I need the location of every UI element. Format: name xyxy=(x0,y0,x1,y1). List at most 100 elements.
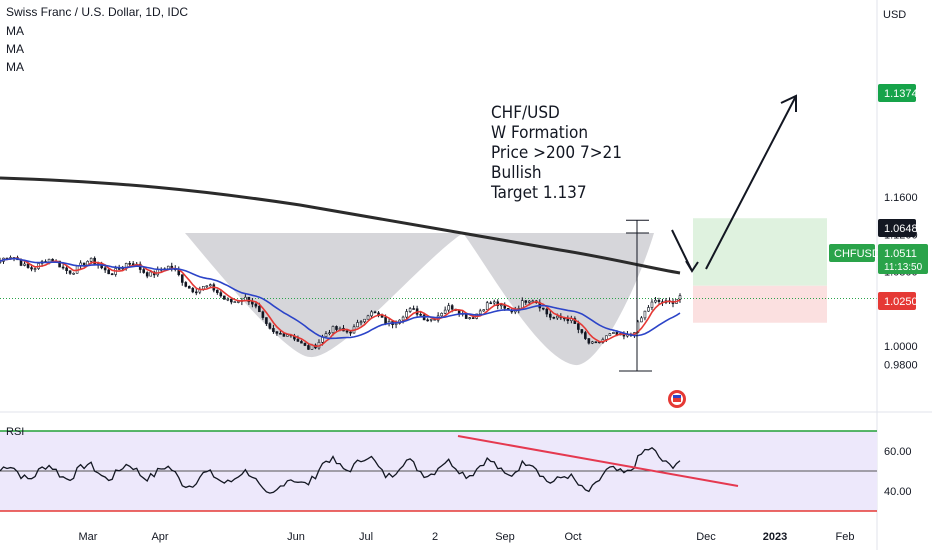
candle-body xyxy=(265,317,268,324)
candle-body xyxy=(654,299,657,303)
candle-body xyxy=(499,304,503,307)
candle-body xyxy=(216,289,219,293)
entry-price-tag xyxy=(878,219,916,237)
candle-body xyxy=(401,316,405,321)
candle-body xyxy=(117,268,121,270)
candle-body xyxy=(149,271,153,277)
candle-body xyxy=(61,266,65,269)
entry-price-label: 1.0648 xyxy=(884,223,918,235)
annotation-line-3: Price >200 7>21 xyxy=(491,143,622,163)
candle-body xyxy=(223,295,226,300)
annotation-line-4: Bullish xyxy=(491,163,542,183)
candle-body xyxy=(303,342,307,346)
candle-body xyxy=(440,313,443,317)
candle-body xyxy=(128,263,131,265)
candle-body xyxy=(237,301,240,303)
candle-body xyxy=(647,307,650,312)
candle-body xyxy=(145,272,149,277)
candle-body xyxy=(482,309,486,312)
currency-label: USD xyxy=(883,9,906,21)
indicator-ma-2[interactable]: MA xyxy=(6,42,24,56)
candle-body xyxy=(552,317,556,319)
analysis-annotation: CHF/USD W Formation Price >200 7>21 Bull… xyxy=(490,103,622,203)
indicator-ma-1[interactable]: MA xyxy=(6,24,24,38)
ma-fast-line xyxy=(0,257,681,348)
candle-body xyxy=(272,328,275,332)
candle-body xyxy=(142,269,146,273)
candle-body xyxy=(279,332,282,335)
indicator-ma-3[interactable]: MA xyxy=(6,60,24,74)
candle-body xyxy=(103,267,107,271)
candle-body xyxy=(549,313,552,318)
candle-body xyxy=(58,260,61,268)
candle-body xyxy=(258,305,261,313)
candle-body xyxy=(356,322,359,328)
candle-body xyxy=(612,332,615,334)
candle-body xyxy=(184,282,188,287)
time-tick: Feb xyxy=(836,531,855,543)
candle-body xyxy=(450,305,454,310)
candle-body xyxy=(384,317,387,324)
candle-body xyxy=(478,310,482,315)
candle-body xyxy=(359,321,363,324)
candle-body xyxy=(251,301,254,305)
stop-zone xyxy=(693,285,827,323)
annotation-line-5: Target 1.137 xyxy=(490,183,587,203)
rsi-label: RSI xyxy=(6,426,24,438)
annotation-line-2: W Formation xyxy=(491,123,588,143)
candle-body xyxy=(678,295,682,300)
candle-body xyxy=(110,273,114,276)
candle-body xyxy=(363,318,366,323)
stop-price-label: 1.0250 xyxy=(884,296,918,308)
candle-body xyxy=(373,311,377,314)
target-arrow xyxy=(705,94,797,270)
candle-body xyxy=(82,262,86,266)
candle-body xyxy=(247,296,251,303)
candle-body xyxy=(485,302,489,310)
left-cup-pattern xyxy=(185,233,463,358)
candle-body xyxy=(275,331,279,334)
candle-body xyxy=(268,323,272,329)
candle-body xyxy=(328,332,331,335)
candle-body xyxy=(468,317,471,319)
candle-body xyxy=(605,335,608,340)
candle-body xyxy=(23,263,26,266)
candle-body xyxy=(447,305,450,311)
candle-body xyxy=(68,270,72,274)
stop-price-tag xyxy=(878,292,916,310)
price-tick: 1.0000 xyxy=(884,341,918,353)
candle-body xyxy=(209,284,212,287)
rsi-tick-60: 60.00 xyxy=(884,446,912,458)
candle-body xyxy=(65,267,68,272)
price-tick: 0.9800 xyxy=(884,360,918,372)
candle-body xyxy=(233,301,237,303)
candle-body xyxy=(26,263,30,268)
candle-body xyxy=(587,338,591,344)
time-tick: 2 xyxy=(432,531,438,543)
candle-body xyxy=(594,341,598,344)
rsi-trendline xyxy=(457,435,739,487)
current-price-tag xyxy=(878,244,928,274)
candle-body xyxy=(408,308,412,312)
candle-body xyxy=(419,314,422,316)
candle-body xyxy=(187,286,191,289)
candle-body xyxy=(541,307,545,310)
rsi-tick-40: 40.00 xyxy=(884,486,912,498)
candle-body xyxy=(580,329,584,333)
candle-body xyxy=(226,298,230,301)
candle-body xyxy=(230,298,233,303)
candle-body xyxy=(471,317,475,319)
earnings-flag-icon[interactable] xyxy=(668,390,686,408)
candle-body xyxy=(166,265,170,270)
time-tick: Dec xyxy=(696,531,716,543)
candle-body xyxy=(426,319,429,322)
target-price-label: 1.1374 xyxy=(884,88,918,100)
candle-body xyxy=(349,331,352,334)
candle-body xyxy=(584,332,587,339)
down-arrow xyxy=(671,229,699,273)
candle-body xyxy=(261,311,265,318)
candle-body xyxy=(380,315,384,318)
candle-body xyxy=(412,308,415,310)
candle-body xyxy=(307,345,310,350)
